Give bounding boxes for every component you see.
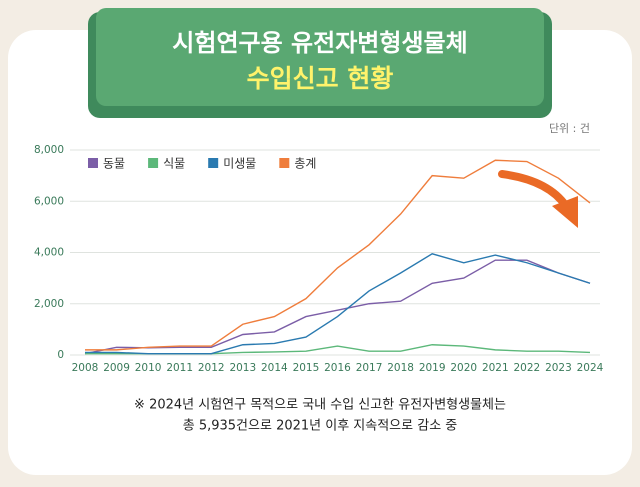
x-tick-label: 2009	[103, 362, 130, 374]
x-tick-label: 2013	[229, 362, 256, 374]
x-tick-label: 2010	[135, 362, 162, 374]
y-tick-label: 0	[57, 349, 64, 361]
note: 총 5,935건으로 2021년 이후 지속적으로 감소 중	[183, 419, 458, 434]
y-tick-label: 6,000	[34, 195, 64, 207]
x-tick-label: 2017	[356, 362, 383, 374]
y-tick-label: 4,000	[34, 247, 64, 259]
trend-arrow	[498, 170, 570, 210]
plot-area: 0 2,000 4,000 6,000 8,000 2008 2009 2010 2011 201…	[34, 144, 604, 374]
x-tick-label: 2021	[482, 362, 509, 374]
legend-swatch	[279, 158, 290, 168]
legend-label: 식물	[163, 157, 185, 171]
legend-swatch	[208, 158, 219, 168]
x-tick-label: 2019	[419, 362, 446, 374]
header-front	[96, 8, 544, 106]
x-tick-label: 2018	[387, 362, 414, 374]
legend-label: 총계	[294, 157, 316, 171]
x-tick-label: 2011	[166, 362, 193, 374]
x-tick-label: 2014	[261, 362, 288, 374]
legend-label: 동물	[103, 157, 125, 171]
legend-label: 미생물	[223, 157, 256, 171]
x-tick-label: 2012	[198, 362, 225, 374]
trend-arrow-head	[552, 196, 578, 228]
x-tick-label: 2015	[293, 362, 320, 374]
series-line	[85, 159, 591, 351]
y-tick-label: 8,000	[34, 144, 64, 156]
x-tick-label: 2016	[324, 362, 351, 374]
x-tick-label: 2023	[545, 362, 572, 374]
legend-swatch	[148, 158, 159, 168]
series-line	[84, 259, 591, 355]
x-tick-label: 2022	[514, 362, 541, 374]
x-tick-label: 2008	[72, 362, 99, 374]
chart-subtitle: 수입신고 현황	[247, 64, 394, 93]
y-tick-label: 2,000	[34, 298, 64, 310]
legend-swatch	[88, 158, 98, 168]
note: ※ 2024년 시험연구 목적으로 국내 수입 신고한 유전자변형생물체는	[134, 398, 506, 413]
unit-label: 단위 : 건	[549, 122, 590, 135]
chart-title: 시험연구용 유전자변형생물체	[172, 29, 467, 57]
series-line	[85, 253, 591, 355]
x-tick-label: 2020	[450, 362, 477, 374]
x-tick-label: 2024	[577, 362, 604, 374]
